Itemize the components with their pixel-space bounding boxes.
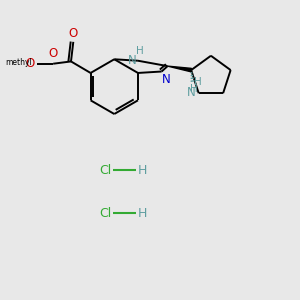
Text: H: H — [194, 77, 202, 87]
Text: O: O — [69, 26, 78, 40]
Text: O: O — [26, 57, 35, 70]
Text: O: O — [49, 47, 58, 60]
Text: N: N — [162, 73, 171, 86]
Polygon shape — [168, 66, 191, 72]
Text: Cl: Cl — [99, 164, 111, 177]
Text: H: H — [137, 164, 147, 177]
Text: H: H — [136, 46, 144, 56]
Text: H: H — [190, 84, 198, 94]
Text: H: H — [137, 207, 147, 220]
Text: methyl: methyl — [5, 58, 32, 68]
Text: N: N — [187, 85, 195, 99]
Text: N: N — [128, 54, 137, 67]
Text: Cl: Cl — [99, 207, 111, 220]
